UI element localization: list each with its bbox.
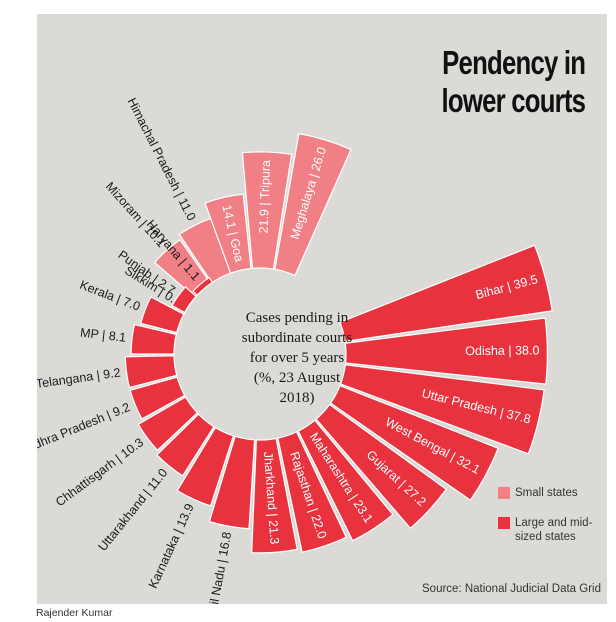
bar-tamil-nadu <box>208 435 256 530</box>
label-kerala: Kerala | 7.0 <box>78 278 143 314</box>
label-odisha: Odisha | 38.0 <box>465 343 539 358</box>
bar-uttar-pradesh <box>339 364 545 455</box>
bar-kerala <box>140 296 185 334</box>
center-line-1: Cases pending in <box>245 310 349 326</box>
label-telangana: Telangana | 9.2 <box>37 365 121 390</box>
bar-bihar <box>339 244 553 343</box>
legend-swatch-small <box>498 487 510 499</box>
bar-haryana <box>192 276 214 296</box>
title-line-2: lower courts <box>441 82 585 119</box>
legend-label-small: Small states <box>515 487 578 499</box>
chart-panel: Sikkim | 0.4 Mizoram | 10.1 Himachal Prade… <box>37 14 607 604</box>
bar-meghalaya <box>274 132 352 277</box>
bar-andhra-pradesh <box>129 376 186 420</box>
chart-title: Pendency in lower courts <box>441 44 585 120</box>
legend-swatch-large <box>498 517 510 529</box>
label-tripura: 21.9 | Tripura <box>257 160 274 234</box>
bar-uttarakhand <box>156 413 215 477</box>
label-tamil-nadu: Tamil Nadu | 16.8 <box>203 531 234 604</box>
bar-chhattisgarh <box>137 396 199 452</box>
bar-gujarat <box>315 403 448 530</box>
bar-west-bengal <box>329 384 499 502</box>
label-uttarakhand: Uttarakhand | 11.0 <box>95 466 170 554</box>
bar-goa <box>204 193 252 274</box>
bar-tripura <box>241 151 293 270</box>
bar-mp <box>130 323 177 355</box>
bar-odisha <box>344 317 548 385</box>
label-karnataka: Karnataka | 13.9 <box>146 501 197 590</box>
legend-label-large: Large and mid-sized states <box>515 517 593 543</box>
label-jharkhand: Jharkhand | 21.3 <box>261 451 282 545</box>
center-caption: Cases pending in subordinate courts for … <box>207 308 387 408</box>
bar-punjab <box>171 286 197 314</box>
center-line-4: (%, 23 August <box>253 370 341 386</box>
bar-rajasthan <box>277 431 348 553</box>
center-line-2: subordinate courts <box>241 330 353 346</box>
bar-jharkhand <box>251 437 298 554</box>
center-line-3: for over 5 years <box>249 350 345 366</box>
label-mp: MP | 8.1 <box>79 326 126 345</box>
credit-note: Rajender Kumar <box>36 607 113 619</box>
title-line-1: Pendency in <box>441 44 586 81</box>
center-line-5: 2018) <box>279 390 315 406</box>
bar-maharashtra <box>297 419 394 542</box>
bar-karnataka <box>176 426 235 507</box>
source-note: Source: National Judicial Data Grid <box>422 583 601 595</box>
bar-telangana <box>124 355 178 389</box>
